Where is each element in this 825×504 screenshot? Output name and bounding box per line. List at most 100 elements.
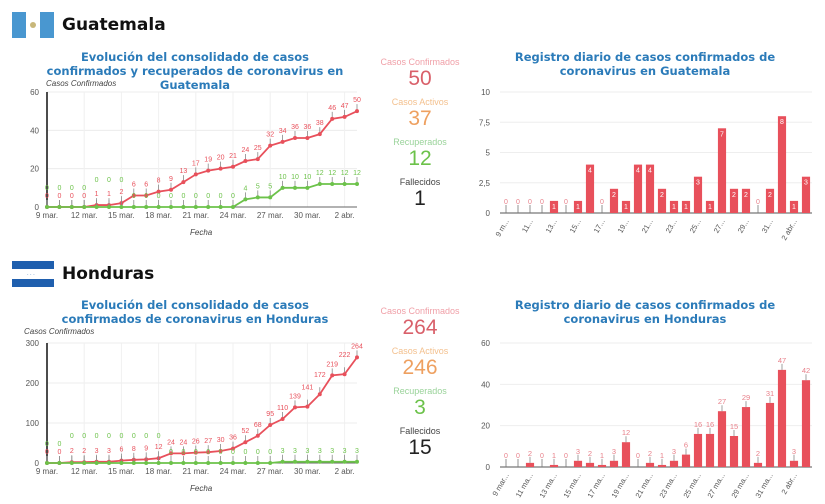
data-label: 0 bbox=[45, 441, 49, 448]
bar bbox=[777, 116, 787, 213]
data-label: 3 bbox=[330, 448, 334, 455]
bar bbox=[693, 176, 703, 213]
data-label: 5 bbox=[256, 183, 260, 190]
active-label: Casos Activos bbox=[391, 346, 449, 356]
data-point bbox=[280, 417, 285, 421]
x-tick-label: 24 mar. bbox=[220, 467, 247, 476]
data-label: 0 bbox=[157, 193, 161, 200]
data-label: 0 bbox=[82, 185, 86, 192]
data-point bbox=[293, 136, 297, 140]
x-tick-label: 12 mar. bbox=[71, 467, 98, 476]
data-label: 1 bbox=[792, 204, 796, 211]
x-tick-label: 17 ma... bbox=[585, 472, 606, 500]
data-label: 12 bbox=[328, 170, 336, 177]
x-tick-label: 11 ma... bbox=[514, 472, 535, 499]
data-point bbox=[342, 182, 347, 186]
active-label: Casos Activos bbox=[391, 97, 449, 107]
data-label: 0 bbox=[540, 453, 544, 460]
x-tick-label: 27... bbox=[712, 218, 727, 235]
data-point bbox=[82, 205, 87, 209]
data-point bbox=[82, 461, 87, 465]
data-label: 0 bbox=[107, 433, 111, 440]
data-point bbox=[94, 461, 99, 465]
data-label: 2 bbox=[744, 192, 748, 199]
data-label: 12 bbox=[353, 170, 361, 177]
data-point bbox=[119, 461, 124, 465]
data-label: 0 bbox=[70, 433, 74, 440]
data-label: 12 bbox=[155, 444, 163, 451]
x-tick-label: 11... bbox=[520, 218, 535, 235]
data-label: 219 bbox=[326, 361, 338, 368]
bar bbox=[657, 464, 667, 467]
bar bbox=[669, 460, 679, 467]
data-point bbox=[342, 459, 347, 464]
data-label: 0 bbox=[564, 453, 568, 460]
data-label: 7 bbox=[720, 131, 724, 138]
data-label: 3 bbox=[612, 447, 616, 456]
x-axis-label: Fecha bbox=[190, 484, 213, 493]
data-point bbox=[305, 459, 310, 464]
data-point bbox=[317, 392, 322, 397]
data-point bbox=[57, 461, 62, 465]
x-tick-label: 15 ma... bbox=[561, 472, 582, 500]
data-point bbox=[206, 461, 211, 465]
bar bbox=[717, 128, 727, 213]
y-tick-label: 20 bbox=[30, 165, 39, 174]
data-label: 0 bbox=[144, 193, 148, 200]
data-label: 0 bbox=[95, 433, 99, 440]
x-tick-label: 9 mar. bbox=[36, 211, 58, 220]
active-value: 37 bbox=[408, 107, 432, 130]
data-label: 0 bbox=[231, 193, 235, 200]
data-label: 8 bbox=[132, 446, 136, 453]
bar bbox=[573, 460, 583, 467]
data-label: 68 bbox=[254, 422, 262, 429]
y-tick-label: 60 bbox=[30, 88, 39, 97]
bar bbox=[729, 188, 739, 213]
data-label: 3 bbox=[804, 180, 808, 187]
data-label: 0 bbox=[540, 199, 544, 206]
data-label: 0 bbox=[504, 199, 508, 206]
data-point bbox=[231, 164, 235, 169]
data-label: 1 bbox=[107, 191, 111, 198]
data-label: 3 bbox=[281, 448, 285, 455]
x-tick-label: 9 mar. bbox=[36, 467, 58, 476]
deaths-value: 15 bbox=[408, 436, 432, 459]
data-label: 50 bbox=[353, 97, 361, 104]
data-label: 30 bbox=[217, 437, 225, 444]
bar bbox=[609, 188, 619, 213]
data-label: 0 bbox=[45, 185, 49, 192]
data-point bbox=[330, 182, 335, 186]
data-point bbox=[69, 205, 74, 209]
data-point bbox=[243, 159, 248, 163]
country-name: Guatemala bbox=[62, 15, 166, 35]
data-point bbox=[193, 461, 198, 465]
data-point bbox=[342, 114, 347, 119]
data-label: 12 bbox=[341, 170, 349, 177]
data-label: 29 bbox=[742, 393, 750, 402]
data-label: 1 bbox=[552, 451, 556, 460]
bar bbox=[597, 464, 607, 467]
series-line bbox=[47, 183, 357, 208]
data-point bbox=[268, 195, 273, 200]
data-point bbox=[355, 459, 359, 464]
data-point bbox=[181, 205, 186, 209]
data-label: 1 bbox=[624, 204, 628, 211]
data-label: 110 bbox=[277, 405, 288, 412]
data-label: 8 bbox=[157, 178, 161, 185]
data-point bbox=[131, 193, 136, 198]
data-label: 0 bbox=[157, 433, 161, 440]
x-tick-label: 27 ma... bbox=[705, 472, 726, 500]
data-label: 0 bbox=[169, 449, 173, 456]
bar-chart-title: Registro diario de casos confirmados de … bbox=[514, 50, 776, 78]
data-point bbox=[107, 205, 111, 209]
x-tick-label: 21 mar. bbox=[182, 211, 209, 220]
country-header-honduras: · · · Honduras bbox=[12, 261, 154, 287]
data-label: 0 bbox=[756, 199, 760, 206]
data-point bbox=[280, 459, 285, 464]
x-tick-label: 21 ma... bbox=[633, 472, 654, 500]
recovered-label: Recuperados bbox=[393, 386, 447, 396]
data-label: 4 bbox=[243, 185, 247, 192]
data-label: 2 bbox=[588, 449, 592, 458]
data-label: 9 bbox=[144, 445, 148, 452]
data-point bbox=[355, 109, 359, 114]
